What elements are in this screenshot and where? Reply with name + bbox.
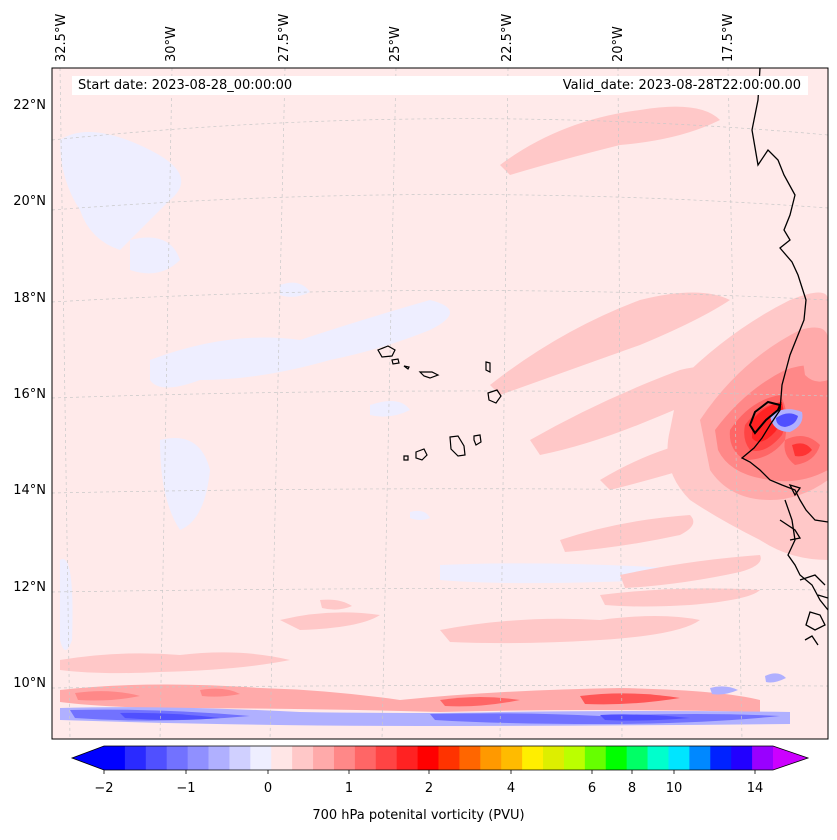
lon-label-27-5w: 27.5°W (277, 14, 292, 62)
lat-label-14n: 14°N (0, 483, 46, 498)
colorbar-tick-label: 4 (507, 781, 515, 796)
lat-label-22n: 22°N (0, 98, 46, 113)
colorbar-segment (522, 746, 543, 770)
lon-label-20w: 20°W (611, 26, 626, 62)
colorbar-segment (418, 746, 439, 770)
colorbar-over-arrow (773, 746, 808, 770)
colorbar-segment (397, 746, 418, 770)
colorbar-segment (606, 746, 627, 770)
colorbar-segment (731, 746, 752, 770)
valid-date-label: Valid_date: 2023-08-28T22:00:00.00 (563, 78, 801, 93)
lat-label-20n: 20°N (0, 194, 46, 209)
lon-label-30w: 30°W (164, 26, 179, 62)
colorbar-tick-label: 10 (666, 781, 683, 796)
colorbar-tick-label: 2 (425, 781, 433, 796)
colorbar-tick-label: 0 (264, 781, 272, 796)
colorbar-segment (229, 746, 250, 770)
colorbar-tick-label: 8 (628, 781, 636, 796)
colorbar-segment (355, 746, 376, 770)
colorbar-segment (689, 746, 710, 770)
colorbar-segment (146, 746, 167, 770)
lon-label-22-5w: 22.5°W (500, 14, 515, 62)
lon-label-25w: 25°W (388, 26, 403, 62)
lat-label-12n: 12°N (0, 580, 46, 595)
lon-label-17-5w: 17.5°W (721, 14, 736, 62)
colorbar-segment (439, 746, 460, 770)
colorbar-segment (668, 746, 689, 770)
colorbar-segment (501, 746, 522, 770)
colorbar-segment (125, 746, 146, 770)
start-date-label: Start date: 2023-08-28_00:00:00 (78, 78, 292, 93)
colorbar-tick-label: 14 (747, 781, 764, 796)
colorbar-segment (271, 746, 292, 770)
lon-label-32-5w: 32.5°W (54, 14, 69, 62)
colorbar-segment (209, 746, 230, 770)
colorbar-tick-label: −2 (94, 781, 113, 796)
colorbar-segment (104, 746, 125, 770)
colorbar-segment (250, 746, 271, 770)
colorbar-segment (188, 746, 209, 770)
colorbar-segment (648, 746, 669, 770)
colorbar-segment (627, 746, 648, 770)
colorbar-segment (313, 746, 334, 770)
colorbar-under-arrow (72, 746, 104, 770)
colorbar-segment (292, 746, 313, 770)
colorbar-segment (710, 746, 731, 770)
colorbar-segment (167, 746, 188, 770)
lat-label-18n: 18°N (0, 291, 46, 306)
colorbar-tick-label: 6 (588, 781, 596, 796)
colorbar-segment (752, 746, 773, 770)
lat-label-16n: 16°N (0, 387, 46, 402)
colorbar-segment (459, 746, 480, 770)
colorbar-segment (585, 746, 606, 770)
colorbar (72, 746, 808, 774)
colorbar-tick-label: 1 (345, 781, 353, 796)
colorbar-segment (334, 746, 355, 770)
colorbar-segment (376, 746, 397, 770)
colorbar-tick-label: −1 (176, 781, 195, 796)
colorbar-segment (564, 746, 585, 770)
colorbar-segment (543, 746, 564, 770)
colorbar-segment (480, 746, 501, 770)
colorbar-label: 700 hPa potenital vorticity (PVU) (0, 808, 837, 823)
lat-label-10n: 10°N (0, 676, 46, 691)
